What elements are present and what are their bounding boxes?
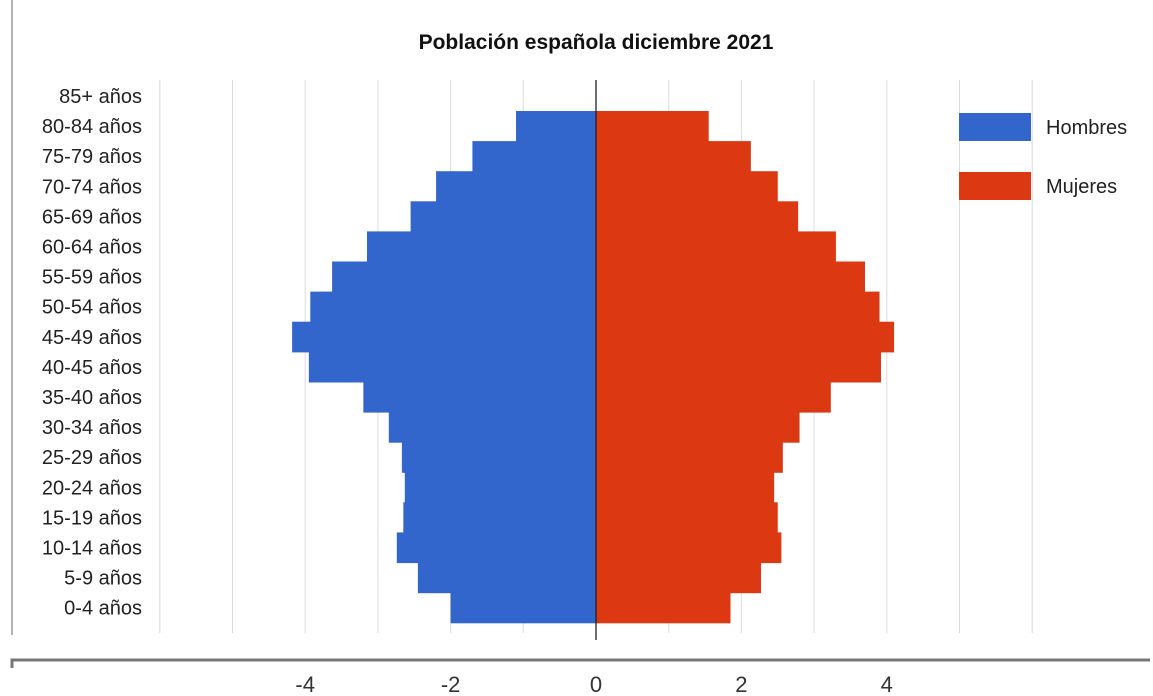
x-tick-label: -4 <box>295 672 315 696</box>
bar-mujeres <box>596 532 782 564</box>
bar-mujeres <box>596 592 731 624</box>
category-label: 70-74 años <box>42 176 142 198</box>
x-tick-label: -2 <box>441 672 461 696</box>
bar-mujeres <box>596 502 778 533</box>
category-label: 15-19 años <box>42 507 142 529</box>
bar-mujeres <box>596 231 836 263</box>
bar-hombres <box>366 231 596 263</box>
bar-mujeres <box>596 472 775 503</box>
bar-mujeres <box>596 442 783 473</box>
chart-title: Población española diciembre 2021 <box>419 31 774 54</box>
bar-hombres <box>436 171 596 202</box>
category-label: 50-54 años <box>42 297 142 319</box>
bar-hombres <box>292 321 596 353</box>
bar-hombres <box>403 502 596 533</box>
category-label: 25-29 años <box>42 447 142 469</box>
category-label: 85+ años <box>59 86 142 108</box>
x-tick-label: 4 <box>881 672 893 696</box>
x-tick-label: 2 <box>735 672 747 696</box>
bar-mujeres <box>596 412 800 443</box>
category-label: 55-59 años <box>42 267 142 289</box>
bar-hombres <box>310 291 596 323</box>
category-label: 0-4 años <box>64 598 142 620</box>
legend-swatch <box>959 172 1031 200</box>
bar-mujeres <box>596 381 831 413</box>
bar-hombres <box>516 111 596 142</box>
category-label: 5-9 años <box>64 568 142 590</box>
bar-mujeres <box>596 291 880 323</box>
bar-mujeres <box>596 141 751 172</box>
bar-hombres <box>401 442 596 473</box>
category-label: 10-14 años <box>42 538 142 560</box>
bar-mujeres <box>596 201 799 232</box>
legend-label: Hombres <box>1046 117 1127 139</box>
category-label: 40-45 años <box>42 357 142 379</box>
category-label: 20-24 años <box>42 477 142 499</box>
x-tick-label: 0 <box>590 672 602 696</box>
x-tick-labels: -4 -2 0 2 4 <box>295 672 893 696</box>
bar-mujeres <box>596 171 778 202</box>
category-label: 45-49 años <box>42 327 142 349</box>
bars <box>292 111 895 624</box>
bar-hombres <box>388 412 596 443</box>
bar-hombres <box>410 201 596 232</box>
bar-mujeres <box>596 351 881 383</box>
category-label: 35-40 años <box>42 387 142 409</box>
category-label: 80-84 años <box>42 116 142 138</box>
legend: Hombres Mujeres <box>959 113 1127 200</box>
bar-hombres <box>363 381 596 413</box>
bar-hombres <box>396 532 596 564</box>
bar-mujeres <box>596 321 895 353</box>
legend-swatch <box>959 113 1031 141</box>
bar-hombres <box>332 261 596 293</box>
legend-label: Mujeres <box>1046 176 1117 198</box>
bar-hombres <box>308 351 596 383</box>
bar-hombres <box>417 562 596 594</box>
category-label: 65-69 años <box>42 206 142 228</box>
bar-mujeres <box>596 111 709 142</box>
bar-hombres <box>404 472 596 503</box>
category-label: 60-64 años <box>42 237 142 259</box>
category-label: 30-34 años <box>42 417 142 439</box>
bar-hombres <box>450 592 596 624</box>
category-labels: 85+ años 80-84 años 75-79 años 70-74 años 65… <box>42 86 142 620</box>
bar-hombres <box>472 141 596 172</box>
bar-mujeres <box>596 562 762 594</box>
axes-frame <box>10 0 1150 668</box>
bar-mujeres <box>596 261 865 293</box>
category-label: 75-79 años <box>42 146 142 168</box>
